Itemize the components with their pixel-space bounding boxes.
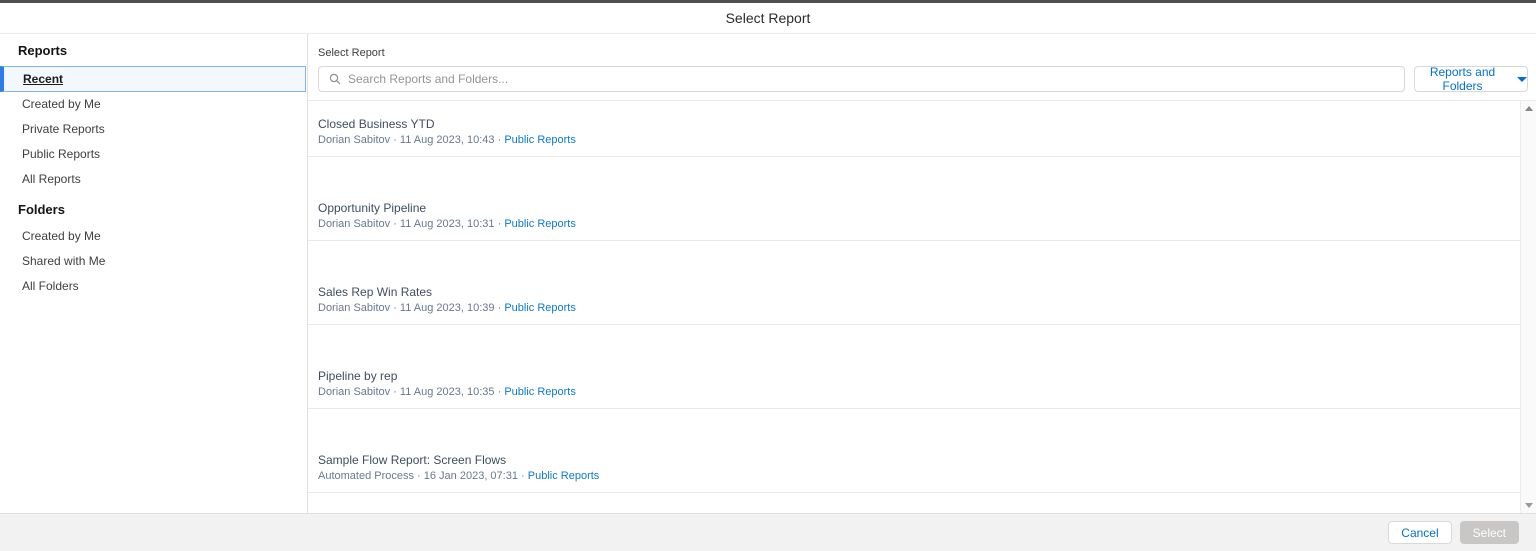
report-row[interactable]: Sample Flow Report: Screen Flows Automat…: [308, 409, 1520, 493]
main-panel: Select Report Reports and Folders: [308, 34, 1536, 513]
search-input[interactable]: [348, 72, 1394, 86]
modal-title: Select Report: [725, 10, 811, 26]
sidebar-item-shared-with-me[interactable]: Shared with Me: [22, 254, 106, 268]
report-row[interactable]: Pipeline by rep Dorian Sabitov · 11 Aug …: [308, 325, 1520, 409]
report-title: Closed Business YTD: [318, 117, 435, 131]
report-row[interactable]: [308, 493, 1520, 513]
modal-body: Reports Recent Created by Me Private Rep…: [0, 34, 1536, 513]
select-report-label: Select Report: [318, 47, 385, 59]
report-folder-link[interactable]: Public Reports: [527, 470, 600, 482]
report-row[interactable]: Sales Rep Win Rates Dorian Sabitov · 11 …: [308, 241, 1520, 325]
report-row[interactable]: Opportunity Pipeline Dorian Sabitov · 11…: [308, 157, 1520, 241]
list-scrollbar[interactable]: [1520, 101, 1536, 513]
modal-header: Select Report: [0, 3, 1536, 34]
sidebar-item-created-by-me-folders[interactable]: Created by Me: [22, 229, 101, 243]
select-button[interactable]: Select: [1459, 521, 1519, 544]
report-title: Sample Flow Report: Screen Flows: [318, 453, 507, 467]
reports-and-folders-dropdown[interactable]: Reports and Folders: [1414, 65, 1528, 93]
report-folder-link[interactable]: Public Reports: [504, 134, 576, 146]
search-icon: [329, 73, 341, 85]
report-folder-link[interactable]: Public Reports: [504, 302, 576, 314]
reports-and-folders-label: Reports and Folders: [1429, 65, 1496, 93]
report-meta: Automated Process · 16 Jan 2023, 07:31 ·…: [318, 469, 1520, 483]
window-top-strip: [0, 0, 1536, 3]
report-byline: Dorian Sabitov · 11 Aug 2023, 10:35 ·: [318, 386, 502, 398]
report-title: Pipeline by rep: [318, 369, 398, 383]
report-title: Opportunity Pipeline: [318, 201, 427, 215]
report-row[interactable]: Closed Business YTD Dorian Sabitov · 11 …: [308, 101, 1520, 157]
report-folder-link[interactable]: Public Reports: [504, 386, 576, 398]
chevron-down-icon: [1517, 76, 1527, 82]
scroll-down-icon[interactable]: [1524, 503, 1533, 508]
report-byline: Dorian Sabitov · 11 Aug 2023, 10:43 ·: [318, 134, 502, 146]
report-meta: Dorian Sabitov · 11 Aug 2023, 10:43 · Pu…: [318, 133, 1520, 147]
modal-footer: Cancel Select: [0, 513, 1536, 551]
sidebar-heading-reports: Reports: [18, 43, 68, 58]
sidebar-item-created-by-me-reports[interactable]: Created by Me: [22, 97, 101, 111]
report-byline: Automated Process · 16 Jan 2023, 07:31 ·: [318, 470, 525, 482]
sidebar-item-recent[interactable]: Recent: [0, 66, 306, 92]
cancel-button[interactable]: Cancel: [1388, 521, 1452, 544]
report-meta: Dorian Sabitov · 11 Aug 2023, 10:31 · Pu…: [318, 217, 1520, 231]
report-list: Closed Business YTD Dorian Sabitov · 11 …: [308, 101, 1520, 513]
scroll-up-icon[interactable]: [1524, 106, 1533, 111]
sidebar-item-all-reports[interactable]: All Reports: [22, 172, 81, 186]
toolbar: Select Report Reports and Folders: [308, 34, 1536, 101]
report-meta: Dorian Sabitov · 11 Aug 2023, 10:35 · Pu…: [318, 385, 1520, 399]
sidebar-item-all-folders[interactable]: All Folders: [22, 279, 79, 293]
report-meta: Dorian Sabitov · 11 Aug 2023, 10:39 · Pu…: [318, 301, 1520, 315]
search-box[interactable]: [318, 66, 1405, 92]
sidebar: Reports Recent Created by Me Private Rep…: [0, 34, 308, 513]
report-folder-link[interactable]: Public Reports: [504, 218, 576, 230]
sidebar-item-private-reports[interactable]: Private Reports: [22, 122, 105, 136]
report-byline: Dorian Sabitov · 11 Aug 2023, 10:39 ·: [318, 302, 502, 314]
sidebar-item-public-reports[interactable]: Public Reports: [22, 147, 101, 161]
sidebar-heading-folders: Folders: [18, 202, 65, 217]
report-title: Sales Rep Win Rates: [318, 285, 433, 299]
report-byline: Dorian Sabitov · 11 Aug 2023, 10:31 ·: [318, 218, 502, 230]
